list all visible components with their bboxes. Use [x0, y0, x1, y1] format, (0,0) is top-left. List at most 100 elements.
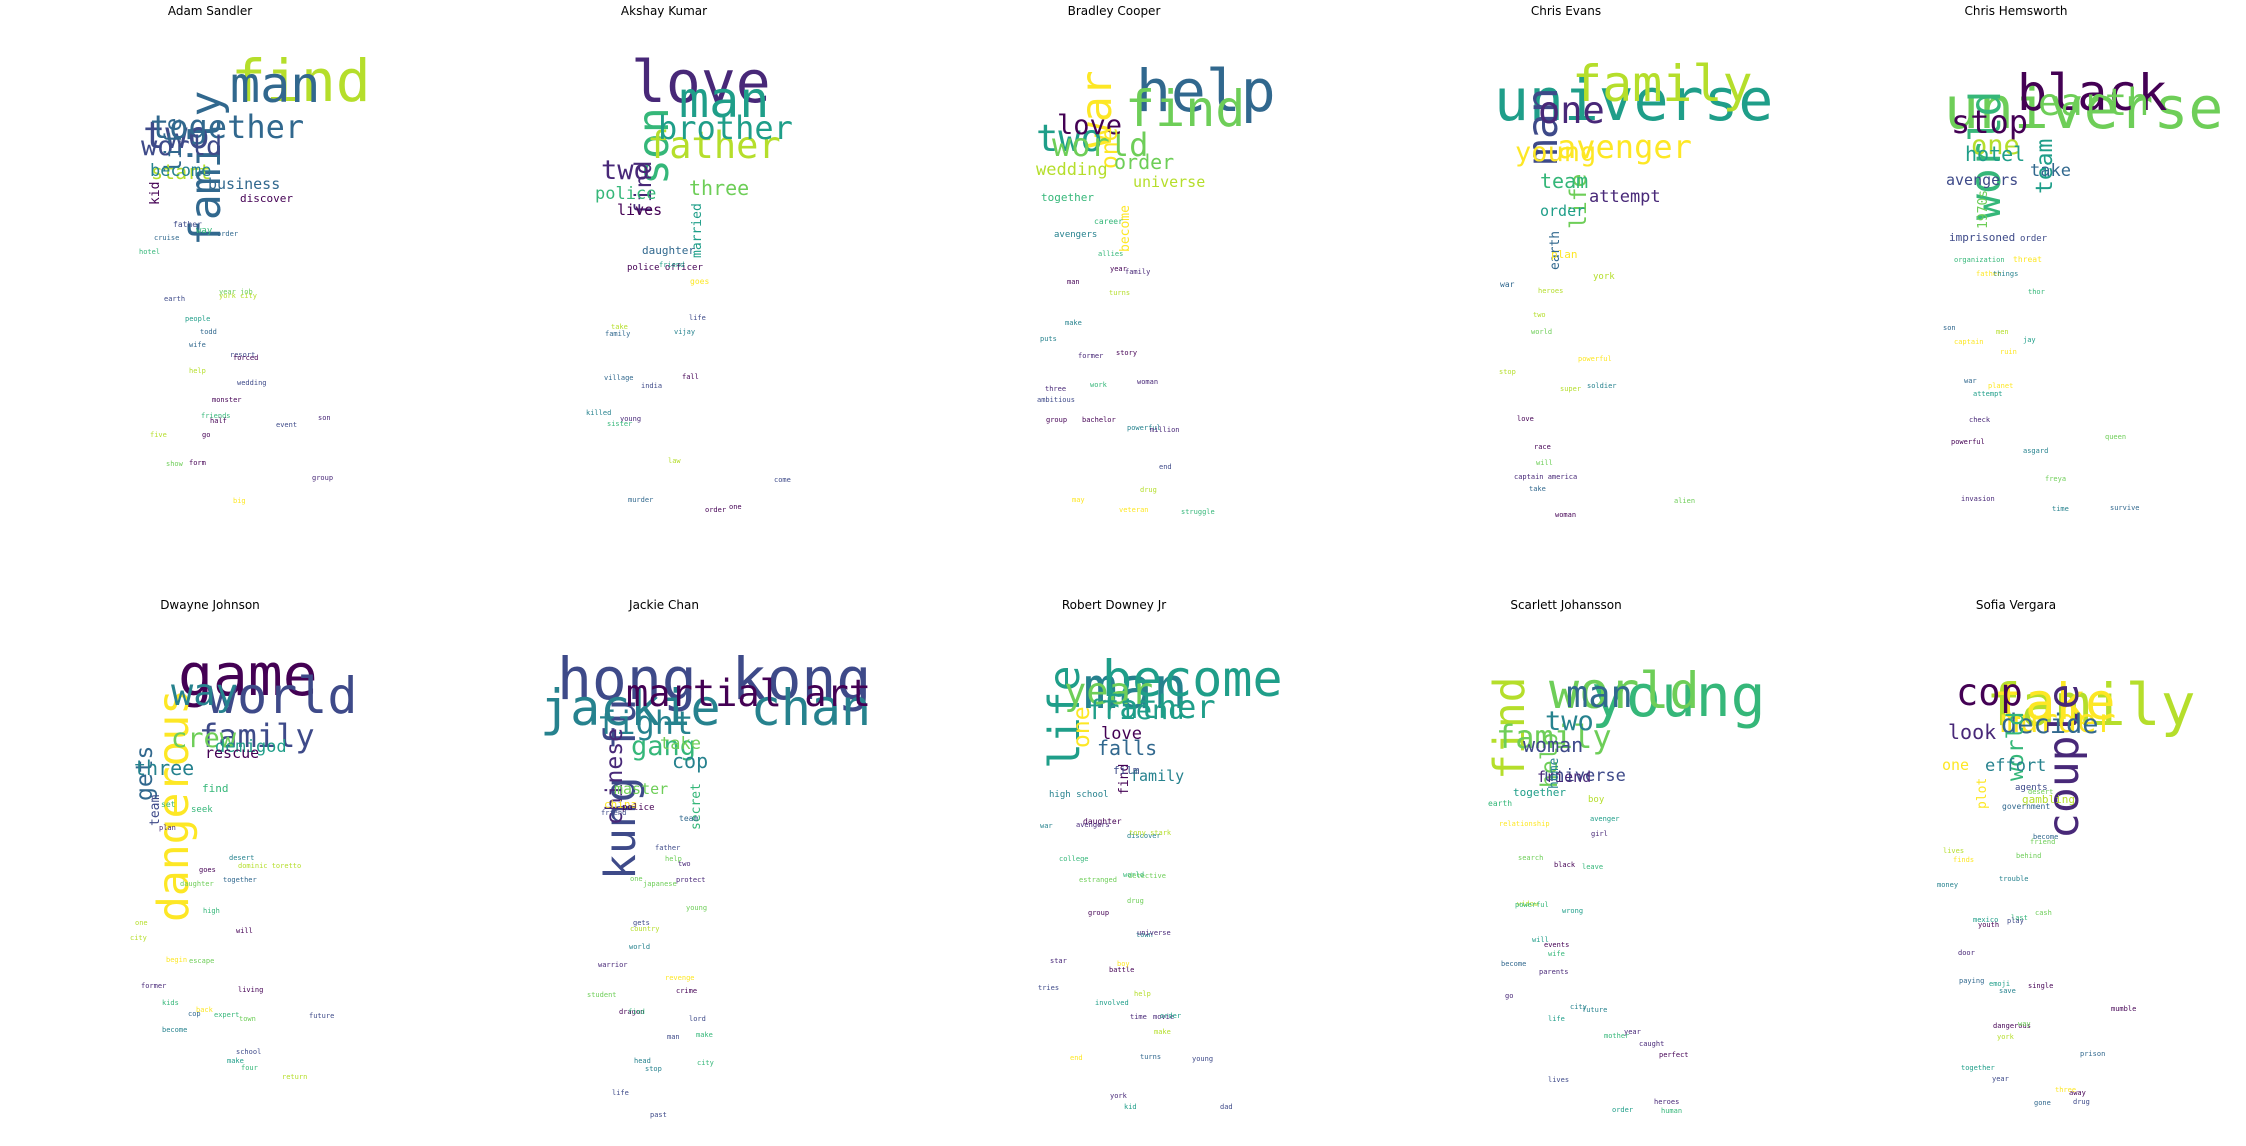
cloud-word: together: [223, 876, 257, 884]
panel-scarlett-johansson: Scarlett Johansson young world find man famil…: [1356, 598, 1776, 1138]
cloud-word: world: [207, 667, 358, 725]
panel-title: Dwayne Johnson: [160, 598, 260, 612]
cloud-word: man: [1566, 673, 1633, 716]
cloud-word: son: [318, 414, 331, 422]
cloud-word: film: [1113, 764, 1140, 777]
cloud-word: million: [1150, 426, 1180, 434]
cloud-word: single: [2028, 982, 2054, 990]
cloud-word: imprisoned: [1949, 231, 2016, 244]
cloud-word: caught: [1639, 1040, 1665, 1048]
cloud-word: three: [689, 176, 750, 200]
cloud-word: find: [202, 782, 229, 795]
cloud-word: three: [134, 756, 195, 780]
cloud-word: one: [1069, 706, 1095, 748]
cloud-word: kids: [162, 999, 179, 1007]
cloud-word: battle: [1109, 966, 1135, 974]
cloud-word: show: [166, 460, 183, 468]
cloud-word: one: [1538, 89, 1605, 132]
cloud-word: friend: [2030, 838, 2056, 846]
cloud-word: hotel: [139, 248, 161, 256]
cloud-word: puts: [1040, 335, 1057, 343]
cloud-word: one: [630, 875, 643, 883]
cloud-word: police: [595, 184, 657, 204]
cloud-word: life: [1548, 1015, 1565, 1023]
cloud-word: wrong: [1562, 907, 1584, 915]
cloud-word: decide: [2001, 709, 2099, 740]
cloud-word: law: [668, 457, 681, 465]
cloud-word: man: [667, 1033, 680, 1041]
cloud-word: together: [1961, 1064, 1995, 1072]
cloud-word: help: [665, 855, 682, 863]
cloud-word: cash: [2035, 909, 2052, 917]
cloud-word: friend: [1537, 768, 1592, 786]
cloud-word: earth: [2038, 81, 2150, 124]
cloud-word: return: [282, 1073, 308, 1081]
cloud-word: friend: [1087, 695, 1185, 726]
cloud-word: two: [1545, 706, 1594, 737]
cloud-word: queen: [2105, 433, 2127, 441]
cloud-word: wedding: [1036, 160, 1108, 180]
word-cloud: find man family two together world life start be…: [0, 32, 420, 552]
cloud-word: together: [1041, 191, 1094, 204]
cloud-word: trouble: [1999, 875, 2029, 883]
cloud-word: team: [1540, 169, 1589, 193]
cloud-word: parents: [1539, 968, 1569, 976]
word-cloud: universe family man one avenger young life team…: [1356, 32, 1776, 552]
cloud-word: super: [1560, 385, 1582, 393]
cloud-word: allies: [1098, 250, 1124, 258]
cloud-word: one: [729, 503, 742, 511]
cloud-word: family: [1130, 767, 1185, 785]
cloud-word: three: [2055, 1086, 2077, 1094]
cloud-word: youth: [1978, 921, 2000, 929]
cloud-word: city: [697, 1059, 714, 1067]
cloud-word: city: [130, 934, 147, 942]
cloud-word: order: [705, 506, 727, 514]
cloud-word: bachelor: [1082, 416, 1116, 424]
cloud-word: survive: [2110, 504, 2140, 512]
cloud-word: mexico: [1973, 916, 1999, 924]
cloud-word: escape: [189, 957, 215, 965]
cloud-word: powerful: [1578, 355, 1612, 363]
panel-chris-hemsworth: Chris Hemsworth universe black world earth st…: [1806, 4, 2226, 544]
cloud-word: movie: [1153, 1013, 1175, 1021]
cloud-word: killed: [586, 409, 612, 417]
cloud-word: young: [620, 415, 642, 423]
cloud-word: world: [141, 131, 223, 162]
cloud-word: make: [227, 1057, 244, 1065]
cloud-word: story: [1116, 349, 1138, 357]
cloud-word: find: [1125, 80, 1246, 138]
cloud-word: young: [1192, 1055, 1214, 1063]
cloud-word: powerful: [1951, 438, 1985, 446]
panel-title: Bradley Cooper: [1067, 4, 1161, 18]
cloud-word: help: [1134, 990, 1151, 998]
cloud-word: avenger: [1590, 815, 1620, 823]
cloud-word: make: [696, 1031, 713, 1039]
cloud-word: fall: [682, 373, 699, 381]
cloud-word: universe: [1544, 766, 1626, 786]
cloud-word: india: [641, 382, 663, 390]
cloud-word: girl: [1591, 830, 1608, 838]
cloud-word: one: [135, 919, 148, 927]
cloud-word: year job: [219, 288, 253, 296]
cloud-word: desert: [229, 854, 255, 862]
cloud-word: ambitious: [1037, 396, 1075, 404]
cloud-word: race: [1534, 443, 1551, 451]
cloud-word: back: [196, 1006, 213, 1014]
cloud-word: father: [647, 124, 781, 167]
cloud-word: town: [239, 1015, 256, 1023]
cloud-word: head: [634, 1057, 651, 1065]
panel-title: Sofia Vergara: [1975, 598, 2057, 612]
cloud-word: son: [1943, 324, 1956, 332]
cloud-word: become: [1501, 960, 1527, 968]
cloud-word: goes: [690, 277, 710, 286]
cloud-word: war: [1964, 377, 1977, 385]
cloud-word: become: [2033, 833, 2059, 841]
cloud-word: lord: [689, 1015, 706, 1023]
cloud-word: war: [1500, 280, 1515, 289]
cloud-word: play: [2007, 917, 2024, 925]
cloud-word: china: [604, 798, 638, 811]
cloud-word: future: [309, 1012, 335, 1020]
cloud-word: leave: [1582, 863, 1604, 871]
cloud-word: woman: [1555, 511, 1577, 519]
cloud-word: forced: [233, 354, 259, 362]
